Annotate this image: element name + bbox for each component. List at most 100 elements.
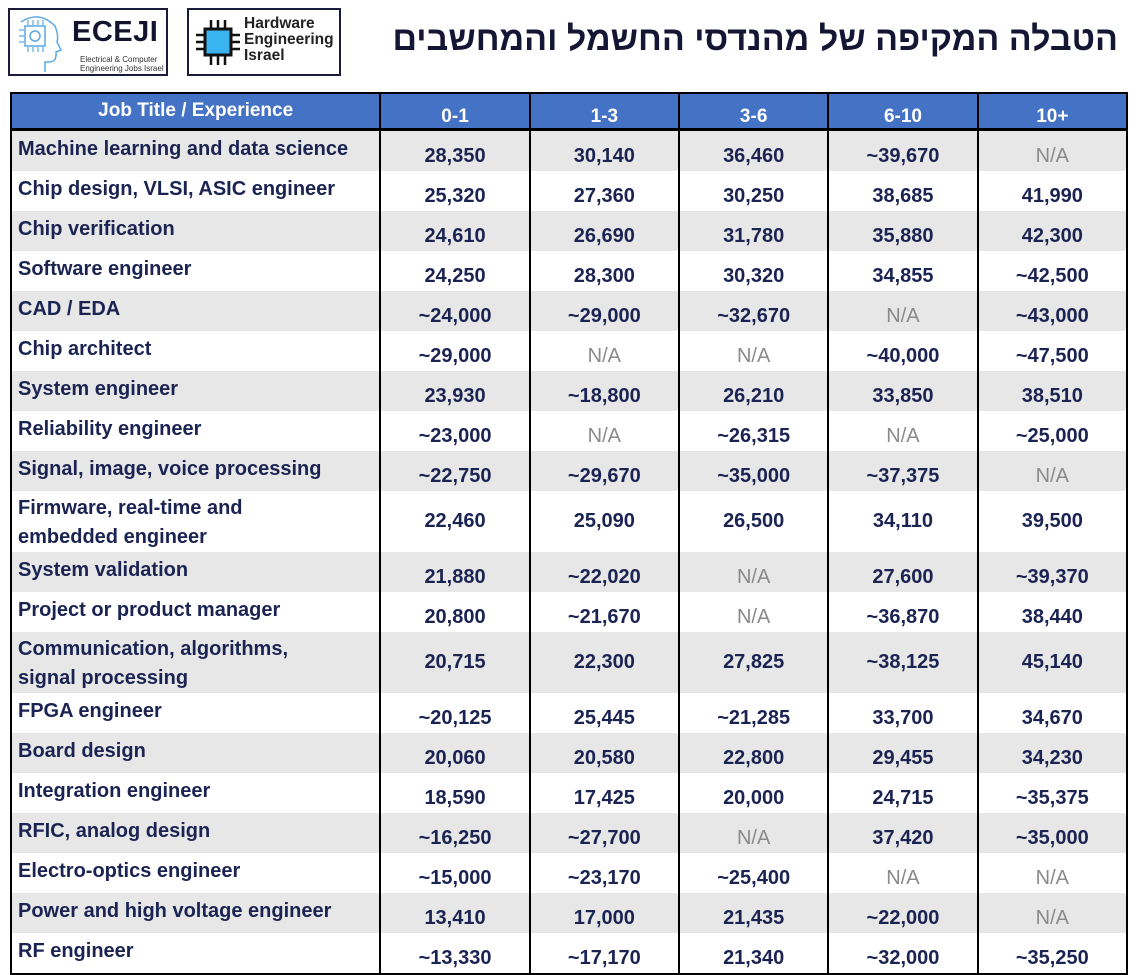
- salary-cell: 25,445: [528, 693, 681, 733]
- salary-cell: 28,300: [528, 251, 681, 291]
- table-row: System validation 21,880 ~22,020 N/A 27,600 ~…: [9, 552, 1129, 592]
- column-header-0-1: 0-1: [379, 92, 531, 131]
- salary-cell: 21,340: [677, 933, 830, 974]
- salary-cell: ~40,000: [827, 331, 979, 371]
- salary-cell: ~39,670: [827, 129, 979, 171]
- salary-cell: 22,800: [677, 733, 830, 773]
- job-title-cell: Board design: [9, 733, 382, 773]
- job-title-cell: System validation: [9, 552, 382, 592]
- salary-cell: 22,460: [379, 491, 531, 552]
- salary-cell: 24,610: [379, 211, 531, 251]
- table-row: Reliability engineer ~23,000 N/A ~26,315 N/A…: [9, 411, 1129, 451]
- column-header-3-6: 3-6: [677, 92, 830, 131]
- chip-icon: [196, 20, 240, 65]
- salary-cell: ~43,000: [976, 291, 1129, 331]
- salary-cell: N/A: [528, 411, 681, 451]
- salary-cell: 42,300: [976, 211, 1129, 251]
- job-title-cell: Electro-optics engineer: [9, 853, 382, 893]
- salary-cell: 23,930: [379, 371, 531, 411]
- salary-cell: ~35,250: [976, 933, 1129, 974]
- salary-cell: N/A: [677, 331, 830, 371]
- salary-cell: ~42,500: [976, 251, 1129, 291]
- salary-cell: 25,090: [528, 491, 681, 552]
- salary-cell: ~22,750: [379, 451, 531, 491]
- salary-cell: ~25,400: [677, 853, 830, 893]
- salary-cell: 26,210: [677, 371, 830, 411]
- salary-cell: ~38,125: [827, 632, 979, 693]
- salary-cell: N/A: [976, 451, 1129, 491]
- salary-cell: ~23,000: [379, 411, 531, 451]
- chip-head-icon: [19, 16, 63, 72]
- eceji-logo: ECEJI Electrical & Computer Engineering …: [8, 8, 168, 76]
- job-title-cell: CAD / EDA: [9, 291, 382, 331]
- salary-cell: 20,715: [379, 632, 531, 693]
- salary-cell: 20,000: [677, 773, 830, 813]
- table-row: Board design 20,060 20,580 22,800 29,455 34,2…: [9, 733, 1129, 773]
- salary-cell: ~29,670: [528, 451, 681, 491]
- salary-cell: 20,060: [379, 733, 531, 773]
- job-title-cell: Project or product manager: [9, 592, 382, 632]
- salary-cell: ~13,330: [379, 933, 531, 974]
- salary-cell: 30,320: [677, 251, 830, 291]
- salary-cell: 20,580: [528, 733, 681, 773]
- salary-cell: ~18,800: [528, 371, 681, 411]
- salary-cell: ~32,670: [677, 291, 830, 331]
- table-row: RFIC, analog design ~16,250 ~27,700 N/A 37,4…: [9, 813, 1129, 853]
- salary-cell: ~35,000: [677, 451, 830, 491]
- column-header-6-10: 6-10: [827, 92, 979, 131]
- salary-cell: ~16,250: [379, 813, 531, 853]
- salary-cell: 39,500: [976, 491, 1129, 552]
- salary-cell: N/A: [677, 552, 830, 592]
- table-row: Software engineer 24,250 28,300 30,320 34,85…: [9, 251, 1129, 291]
- job-title-line: embedded engineer: [18, 526, 207, 548]
- job-title-cell: Reliability engineer: [9, 411, 382, 451]
- salary-cell: N/A: [528, 331, 681, 371]
- job-title-cell: FPGA engineer: [9, 693, 382, 733]
- table-row: Integration engineer 18,590 17,425 20,000 24…: [9, 773, 1129, 813]
- column-header-10-plus: 10+: [976, 92, 1129, 131]
- table-row: Signal, image, voice processing ~22,750 ~2…: [9, 451, 1129, 491]
- salary-cell: ~35,000: [976, 813, 1129, 853]
- salary-cell: 21,880: [379, 552, 531, 592]
- table-row: RF engineer ~13,330 ~17,170 21,340 ~32,000 ~3…: [9, 933, 1129, 974]
- column-header-1-3: 1-3: [528, 92, 681, 131]
- salary-cell: 21,435: [677, 893, 830, 933]
- salary-cell: ~24,000: [379, 291, 531, 331]
- job-title-cell: Chip verification: [9, 211, 382, 251]
- salary-cell: 38,510: [976, 371, 1129, 411]
- eceji-logo-text: ECEJI: [72, 16, 159, 48]
- salary-cell: 34,110: [827, 491, 979, 552]
- table-row: System engineer 23,930 ~18,800 26,210 33,850…: [9, 371, 1129, 411]
- salary-cell: 28,350: [379, 129, 531, 171]
- salary-cell: 45,140: [976, 632, 1129, 693]
- salary-cell: 27,600: [827, 552, 979, 592]
- table-row: Chip design, VLSI, ASIC engineer 25,320 27…: [9, 171, 1129, 211]
- page-title: הטבלה המקיפה של מהנדסי החשמל והמחשבים: [392, 20, 1118, 58]
- salary-cell: 35,880: [827, 211, 979, 251]
- job-title-cell: Integration engineer: [9, 773, 382, 813]
- table-row: Electro-optics engineer ~15,000 ~23,170 ~25…: [9, 853, 1129, 893]
- salary-cell: ~39,370: [976, 552, 1129, 592]
- table-row: Machine learning and data science 28,350 3…: [9, 129, 1129, 171]
- salary-cell: 27,825: [677, 632, 830, 693]
- hw-logo-text: Hardware Engineering Israel: [244, 15, 334, 64]
- eceji-logo-subtitle: Electrical & Computer Engineering Jobs I…: [80, 55, 164, 73]
- salary-cell: ~26,315: [677, 411, 830, 451]
- salary-cell: ~22,020: [528, 552, 681, 592]
- job-title-cell: Machine learning and data science: [9, 129, 382, 171]
- salary-cell: N/A: [677, 592, 830, 632]
- salary-cell: 34,855: [827, 251, 979, 291]
- salary-table: Job Title / Experience 0-1 1-3 3-6 6-10 …: [9, 92, 1129, 975]
- salary-cell: 29,455: [827, 733, 979, 773]
- job-title-cell: Communication, algorithms, signal process…: [9, 632, 382, 693]
- salary-cell: ~22,000: [827, 893, 979, 933]
- job-title-cell: RF engineer: [9, 933, 382, 974]
- salary-cell: N/A: [677, 813, 830, 853]
- job-title-cell: System engineer: [9, 371, 382, 411]
- job-title-cell: RFIC, analog design: [9, 813, 382, 853]
- salary-cell: ~15,000: [379, 853, 531, 893]
- salary-cell: 17,000: [528, 893, 681, 933]
- salary-cell: ~21,670: [528, 592, 681, 632]
- salary-cell: ~35,375: [976, 773, 1129, 813]
- salary-cell: 37,420: [827, 813, 979, 853]
